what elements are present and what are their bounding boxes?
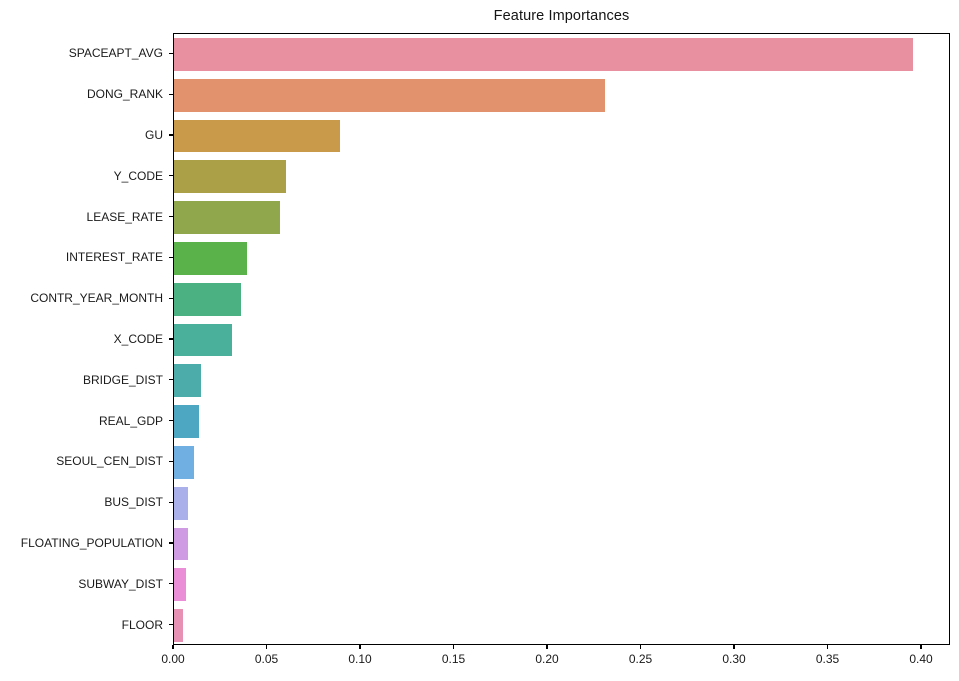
x-tick-label: 0.15 xyxy=(441,652,466,666)
bar-floor xyxy=(174,609,183,642)
y-tick-mark xyxy=(169,52,173,54)
y-tick-label: Y_CODE xyxy=(113,168,163,183)
bar-y_code xyxy=(174,160,286,194)
y-tick-label: GU xyxy=(145,128,163,142)
bar-row xyxy=(174,360,949,401)
y-tick-mark xyxy=(169,338,173,340)
x-tick-mark xyxy=(359,645,361,649)
y-tick-mark xyxy=(169,460,173,462)
y-tick-mark xyxy=(169,297,173,299)
y-tick-label: CONTR_YEAR_MONTH xyxy=(30,291,163,306)
bar-bridge_dist xyxy=(174,364,201,398)
plot-area xyxy=(173,33,950,645)
bar-bus_dist xyxy=(174,486,188,520)
y-tick-mark xyxy=(169,542,173,544)
x-tick-mark xyxy=(733,645,735,649)
y-tick-label: LEASE_RATE xyxy=(86,209,163,224)
x-tick-mark xyxy=(265,645,268,649)
y-tick-label: SEOUL_CEN_DIST xyxy=(56,454,163,469)
x-tick-label: 0.40 xyxy=(909,652,933,666)
x-tick-label: 0.35 xyxy=(815,652,840,666)
bar-row xyxy=(174,524,949,565)
bar-row xyxy=(174,605,949,646)
bar-row xyxy=(174,197,949,238)
bar-row xyxy=(174,401,949,442)
bar-contr_year_month xyxy=(174,282,242,316)
y-tick-mark xyxy=(169,420,173,422)
bar-row xyxy=(174,320,949,361)
bar-row xyxy=(174,116,949,157)
x-tick-label: 0.25 xyxy=(628,652,653,666)
bar-row xyxy=(174,279,949,320)
chart-title: Feature Importances xyxy=(493,8,630,24)
bar-gu xyxy=(174,119,340,153)
bar-row xyxy=(174,156,949,197)
bar-row xyxy=(174,75,949,116)
bar-x_code xyxy=(174,323,232,357)
bar-dong_rank xyxy=(174,78,605,112)
bar-seoul_cen_dist xyxy=(174,446,194,479)
y-tick-label: BUS_DIST xyxy=(104,495,163,510)
y-tick-label: FLOATING_POPULATION xyxy=(20,536,163,550)
x-tick-label: 0.10 xyxy=(348,652,372,666)
y-tick-label: DONG_RANK xyxy=(86,87,163,102)
bar-floating_population xyxy=(174,527,188,561)
y-tick-mark xyxy=(169,624,173,626)
y-tick-label: BRIDGE_DIST xyxy=(82,372,163,387)
x-tick-mark xyxy=(546,645,548,649)
y-tick-label: SUBWAY_DIST xyxy=(78,576,163,591)
y-tick-mark xyxy=(169,583,173,585)
bar-subway_dist xyxy=(174,568,187,602)
y-tick-mark xyxy=(169,216,173,218)
x-tick-mark xyxy=(826,645,829,649)
y-tick-mark xyxy=(169,93,173,95)
y-tick-label: SPACEAPT_AVG xyxy=(68,46,163,61)
bar-row xyxy=(174,564,949,605)
bar-row xyxy=(174,483,949,524)
bar-interest_rate xyxy=(174,242,247,275)
bar-row xyxy=(174,34,949,75)
x-tick-mark xyxy=(172,645,174,649)
x-tick-label: 0.30 xyxy=(722,652,746,666)
y-tick-mark xyxy=(169,501,173,503)
y-tick-label: INTEREST_RATE xyxy=(65,250,163,265)
y-tick-mark xyxy=(169,175,173,177)
x-tick-mark xyxy=(639,645,642,649)
bar-lease_rate xyxy=(174,201,281,234)
y-tick-mark xyxy=(169,134,173,136)
x-tick-label: 0.00 xyxy=(161,652,185,666)
x-tick-label: 0.05 xyxy=(254,652,279,666)
x-tick-mark xyxy=(452,645,455,649)
x-tick-mark xyxy=(920,645,922,649)
y-tick-label: FLOOR xyxy=(121,617,163,632)
y-tick-label: X_CODE xyxy=(113,332,163,346)
bar-row xyxy=(174,442,949,483)
x-tick-label: 0.20 xyxy=(535,652,559,666)
bar-row xyxy=(174,238,949,279)
y-tick-mark xyxy=(169,379,173,381)
bar-real_gdp xyxy=(174,405,199,438)
y-tick-label: REAL_GDP xyxy=(98,413,163,428)
y-tick-mark xyxy=(169,256,173,258)
bar-spaceapt_avg xyxy=(174,38,913,71)
